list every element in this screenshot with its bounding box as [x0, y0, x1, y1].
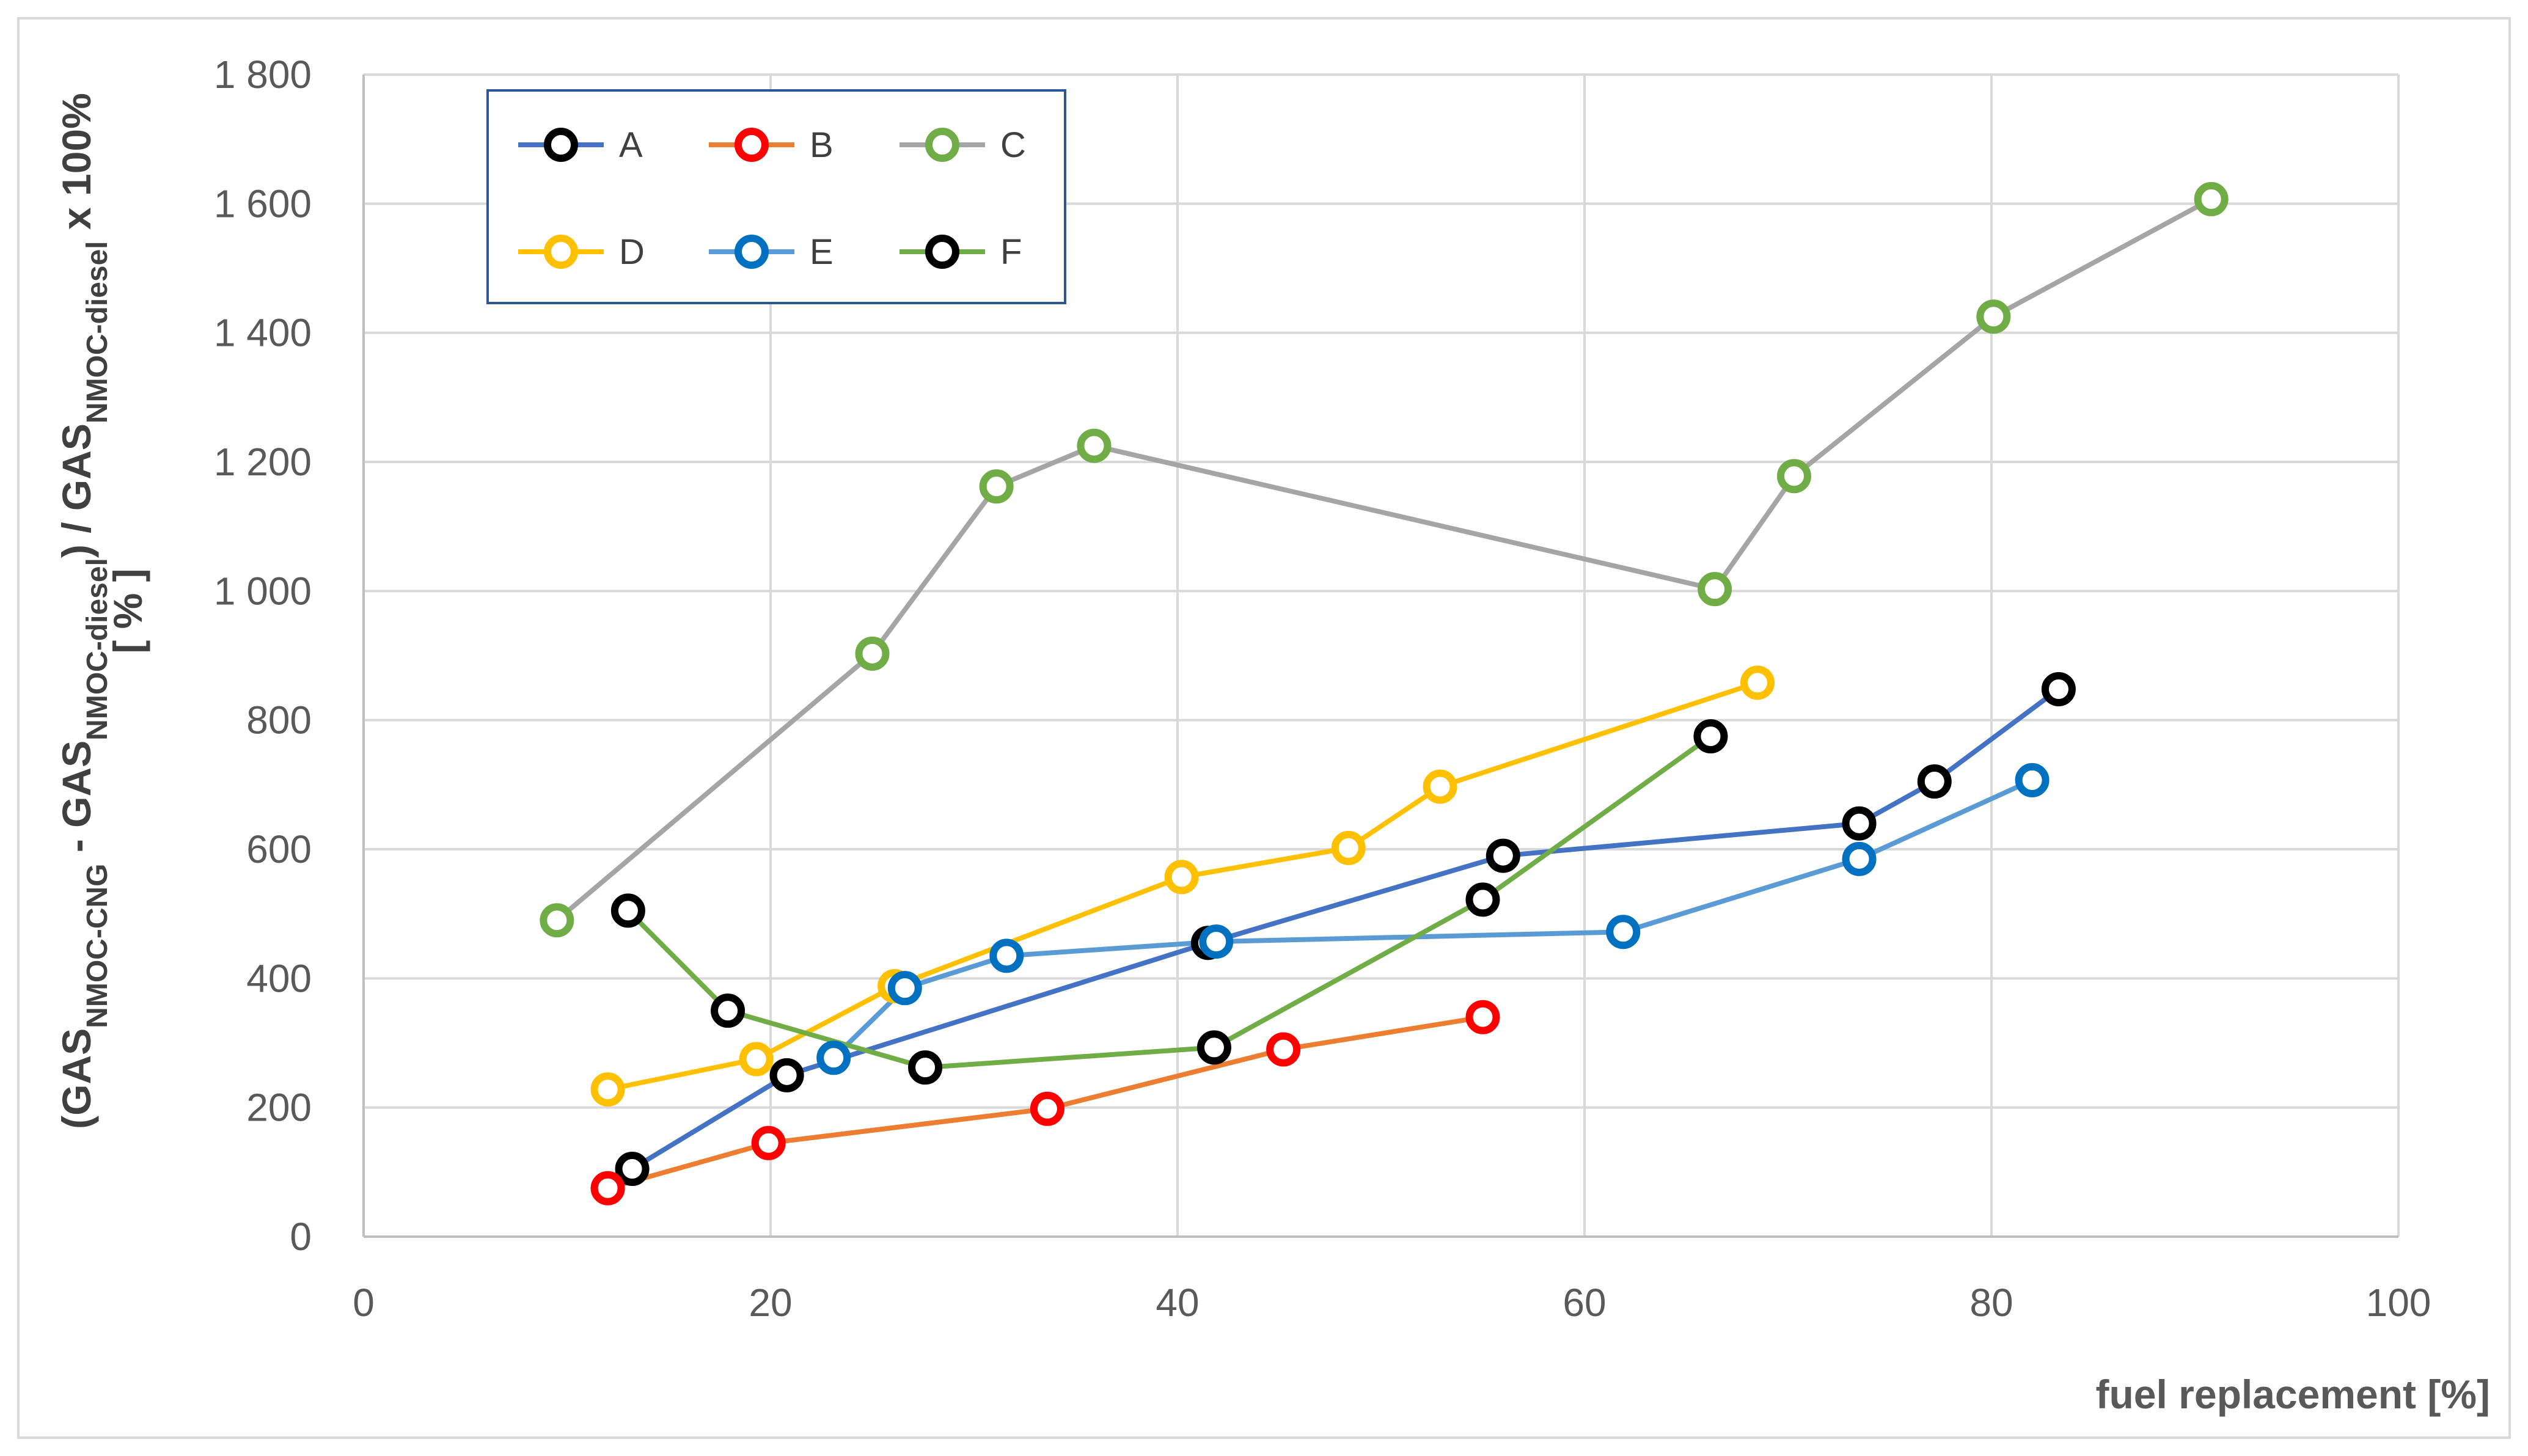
legend-label-F: F: [1000, 232, 1022, 272]
legend-label-B: B: [810, 125, 834, 165]
series-markers: [540, 181, 2229, 1205]
y-tick-label: 1 000: [214, 569, 312, 613]
series-E-point: [989, 938, 1024, 973]
series-D-point: [1740, 665, 1775, 700]
series-A-point: [615, 1152, 650, 1187]
chart-frame: [17, 17, 2511, 1439]
series-F-point: [1465, 882, 1500, 917]
x-tick-label: 60: [1563, 1281, 1606, 1325]
series-C-point: [2194, 181, 2229, 216]
x-axis-label: fuel replacement [%]: [2096, 1372, 2491, 1417]
x-tick-label: 80: [1969, 1281, 2013, 1325]
series-B-point: [590, 1171, 625, 1205]
series-E-point: [2015, 763, 2050, 797]
series-A-point: [1842, 806, 1877, 841]
series-F-line: [625, 734, 1713, 1070]
y-axis-label: (GASNMOC-CNG - GASNMOC-diesel) / GASNMOC…: [54, 93, 114, 1129]
series-F-point: [1693, 719, 1728, 754]
series-C-point: [1077, 428, 1112, 463]
series-D-point: [1164, 860, 1199, 894]
svg-text:[ % ]: [ % ]: [105, 568, 150, 653]
y-tick-label: 1 600: [214, 181, 312, 225]
y-tick-label: 1 400: [214, 311, 312, 355]
y-tick-label: 200: [246, 1086, 312, 1130]
y-tick-label: 800: [246, 698, 312, 742]
series-F-point: [908, 1050, 943, 1085]
legend-box: [486, 89, 1066, 304]
series-F-point: [711, 993, 746, 1028]
x-tick-label: 0: [353, 1281, 375, 1325]
series-B-point: [751, 1125, 786, 1160]
legend-marker-D: [544, 235, 578, 269]
series-C-point: [1976, 299, 2011, 334]
series-B-point: [1030, 1091, 1064, 1126]
series-C-point: [1698, 572, 1732, 607]
series-E-point: [1606, 915, 1641, 949]
series-A-point: [1486, 838, 1520, 873]
x-tick-label: 20: [749, 1281, 792, 1325]
legend-marker-B: [735, 128, 769, 162]
svg-text:(GASNMOC-CNG - GASNMOC-diesel): (GASNMOC-CNG - GASNMOC-diesel) / GASNMOC…: [54, 93, 114, 1129]
legend-label-A: A: [619, 125, 643, 165]
y-tick-label: 600: [246, 827, 312, 871]
series-C-line: [554, 196, 2214, 923]
legend-label-E: E: [810, 232, 834, 272]
series-lines: [554, 196, 2214, 1191]
series-F-point: [1196, 1030, 1231, 1065]
y-tick-label: 0: [290, 1215, 312, 1259]
x-tick-labels: 0 20 40 60 80 100: [353, 1281, 2431, 1325]
series-D-point: [739, 1042, 774, 1077]
series-B-point: [1465, 1000, 1500, 1034]
legend-label-D: D: [619, 232, 645, 272]
y-tick-label: 1 800: [214, 53, 312, 97]
y-tick-label: 1 200: [214, 440, 312, 484]
series-C-point: [1776, 459, 1811, 494]
y-tick-labels: 0 200 400 600 800 1 000 1 200 1 400 1 600 1 800: [214, 53, 312, 1259]
series-A-point: [1917, 764, 1952, 799]
axes: [362, 75, 2398, 1238]
x-tick-label: 40: [1156, 1281, 1199, 1325]
series-C-point: [979, 469, 1014, 504]
series-D-point: [590, 1072, 625, 1107]
series-E-point: [1199, 924, 1234, 959]
y-tick-label: 400: [246, 956, 312, 1000]
series-E-point: [887, 971, 922, 1006]
series-C-point: [540, 903, 574, 938]
legend-marker-A: [544, 128, 578, 162]
series-E-point: [816, 1041, 851, 1075]
series-D-point: [1423, 769, 1457, 804]
legend-marker-C: [925, 128, 959, 162]
series-A-line: [629, 686, 2061, 1172]
series-D-point: [1331, 830, 1366, 865]
series-A-point: [769, 1058, 804, 1092]
x-tick-label: 100: [2366, 1281, 2431, 1325]
gridlines: [364, 73, 2400, 1237]
legend-marker-E: [735, 235, 769, 269]
series-B-point: [1266, 1032, 1301, 1067]
series-C-point: [855, 636, 890, 671]
legend-marker-F: [925, 235, 959, 269]
legend-label-C: C: [1000, 125, 1026, 165]
series-A-point: [2041, 671, 2076, 706]
series-E-point: [1842, 841, 1877, 876]
y-axis-unit-label: [ % ]: [105, 568, 150, 653]
series-F-point: [610, 893, 645, 928]
legend: A B C D E F: [486, 89, 1066, 304]
